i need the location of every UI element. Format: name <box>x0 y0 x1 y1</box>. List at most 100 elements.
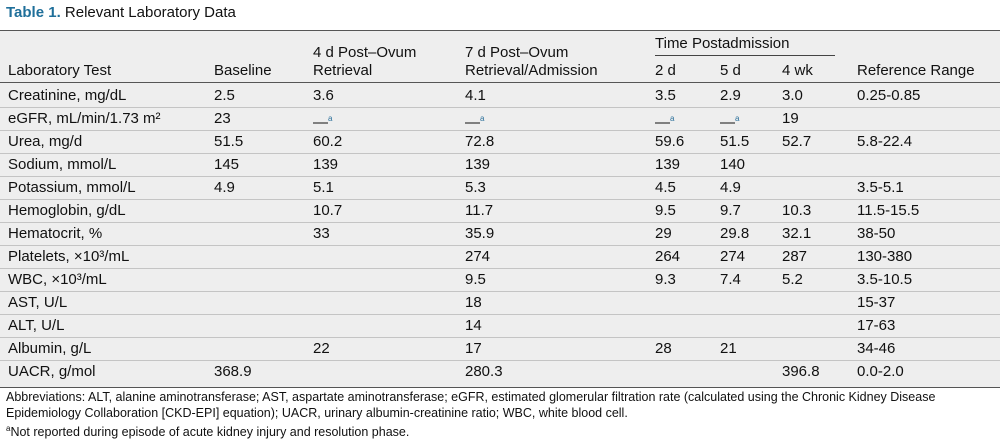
table-cell: 35.9 <box>465 225 495 242</box>
table-cell: Albumin, g/L <box>8 340 92 357</box>
cell-footnote-marker: a <box>670 114 675 123</box>
abbreviations: Abbreviations: ALT, alanine aminotransfe… <box>6 390 936 420</box>
footnotes: Abbreviations: ALT, alanine aminotransfe… <box>6 389 996 440</box>
table-cell: 0.0-2.0 <box>857 363 904 380</box>
table-cell: 130-380 <box>857 248 913 265</box>
table-cell: —a <box>465 110 484 132</box>
title-label: Table 1. <box>6 4 61 21</box>
table-cell: 274 <box>720 248 746 265</box>
table-cell: 5.2 <box>782 271 803 288</box>
table-cell: 3.0 <box>782 87 803 104</box>
table-cell: 29 <box>655 225 672 242</box>
cell-text: — <box>720 114 735 131</box>
column-header: 4 wk <box>782 62 813 79</box>
footnote-text: Not reported during episode of acute kid… <box>10 425 410 440</box>
table-cell: 3.5-10.5 <box>857 271 913 288</box>
table-cell: Platelets, ×10³/mL <box>8 248 130 265</box>
table-cell: 145 <box>214 156 240 173</box>
table-cell: 2.9 <box>720 87 741 104</box>
table-cell: 23 <box>214 110 231 127</box>
column-header: Baseline <box>214 62 272 79</box>
table-cell: 11.7 <box>465 202 494 219</box>
table-cell: 4.1 <box>465 87 486 104</box>
table-cell: —a <box>720 110 739 132</box>
table-cell: Hematocrit, % <box>8 225 103 242</box>
column-header: 7 d Post–Ovum <box>465 44 569 61</box>
table-cell: 38-50 <box>857 225 896 242</box>
column-header: 5 d <box>720 62 741 79</box>
cell-footnote-marker: a <box>328 114 333 123</box>
table-cell: —a <box>313 110 332 132</box>
table-cell: 4.9 <box>720 179 741 196</box>
table-cell: 2.5 <box>214 87 235 104</box>
table-cell: 3.6 <box>313 87 334 104</box>
table-cell: 19 <box>782 110 799 127</box>
cell-text: — <box>655 114 670 131</box>
table-cell: 368.9 <box>214 363 252 380</box>
table-cell: 11.5-15.5 <box>857 202 920 219</box>
table-cell: 5.3 <box>465 179 486 196</box>
cell-text: — <box>313 114 328 131</box>
footnote: aNot reported during episode of acute ki… <box>6 421 996 440</box>
table-cell: Potassium, mmol/L <box>8 179 136 196</box>
table-cell: AST, U/L <box>8 294 68 311</box>
table-cell: 10.7 <box>313 202 343 219</box>
table-cell: 264 <box>655 248 681 265</box>
table-cell: 274 <box>465 248 491 265</box>
table-cell: 72.8 <box>465 133 495 150</box>
row-rule <box>0 176 1000 177</box>
table-cell: eGFR, mL/min/1.73 m² <box>8 110 161 127</box>
row-rule <box>0 291 1000 292</box>
table-cell: 9.5 <box>465 271 486 288</box>
header-rule <box>0 82 1000 83</box>
cell-text: — <box>465 114 480 131</box>
row-rule <box>0 199 1000 200</box>
table-cell: Sodium, mmol/L <box>8 156 117 173</box>
table-cell: 7.4 <box>720 271 741 288</box>
row-rule <box>0 360 1000 361</box>
table-cell: 59.6 <box>655 133 685 150</box>
footnote-marker: a <box>6 424 11 433</box>
table-title: Table 1. Relevant Laboratory Data <box>6 4 236 21</box>
table-cell: 52.7 <box>782 133 812 150</box>
table-cell: 3.5 <box>655 87 676 104</box>
title-text: Relevant Laboratory Data <box>64 4 236 21</box>
table-cell: 14 <box>465 317 482 334</box>
table-cell: ALT, U/L <box>8 317 65 334</box>
row-rule <box>0 337 1000 338</box>
table-cell: 139 <box>313 156 339 173</box>
column-header: 4 d Post–Ovum <box>313 44 417 61</box>
table-cell: 29.8 <box>720 225 750 242</box>
table-cell: Urea, mg/d <box>8 133 83 150</box>
row-rule <box>0 130 1000 131</box>
table-cell: 4.5 <box>655 179 676 196</box>
table-cell: UACR, g/mol <box>8 363 96 380</box>
cell-footnote-marker: a <box>480 114 485 123</box>
table-cell: 22 <box>313 340 330 357</box>
row-rule <box>0 314 1000 315</box>
row-rule <box>0 153 1000 154</box>
table-cell: 9.5 <box>655 202 676 219</box>
column-header: Reference Range <box>857 62 975 79</box>
table-cell: 28 <box>655 340 672 357</box>
row-rule <box>0 107 1000 108</box>
table-cell: 18 <box>465 294 482 311</box>
table-cell: 280.3 <box>465 363 503 380</box>
table-cell: 139 <box>655 156 681 173</box>
table-cell: 4.9 <box>214 179 235 196</box>
table-cell: WBC, ×10³/mL <box>8 271 107 288</box>
column-header: 2 d <box>655 62 676 79</box>
row-rule <box>0 222 1000 223</box>
table-cell: 9.7 <box>720 202 741 219</box>
table-cell: 21 <box>720 340 737 357</box>
row-rule <box>0 268 1000 269</box>
table-cell: 5.1 <box>313 179 334 196</box>
column-header: Laboratory Test <box>8 62 112 79</box>
table-cell: 139 <box>465 156 491 173</box>
column-header: Retrieval/Admission <box>465 62 598 79</box>
row-rule <box>0 245 1000 246</box>
table-cell: 5.8-22.4 <box>857 133 913 150</box>
table-cell: Creatinine, mg/dL <box>8 87 127 104</box>
cell-footnote-marker: a <box>735 114 740 123</box>
